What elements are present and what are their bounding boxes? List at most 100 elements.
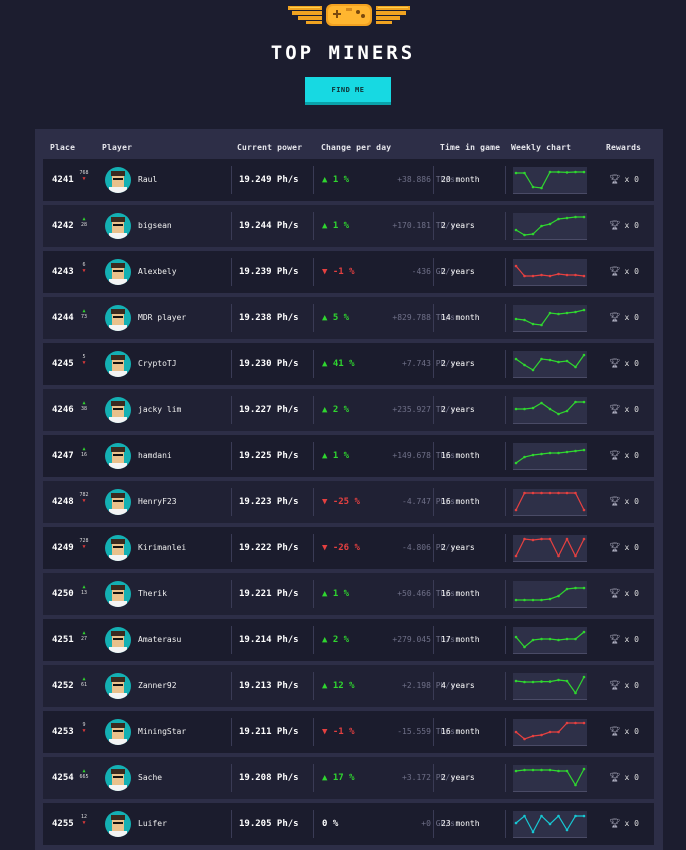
change-value: 1 % bbox=[332, 175, 350, 185]
column-header-time[interactable]: Time in game bbox=[440, 143, 501, 152]
find-me-button[interactable]: FIND ME bbox=[305, 77, 391, 105]
player-name[interactable]: jacky lim bbox=[138, 405, 182, 414]
current-power: 19.223 Ph/s bbox=[239, 497, 299, 507]
weekly-chart-point bbox=[531, 274, 535, 278]
rewards: 🏆︎ x 0 bbox=[609, 343, 639, 385]
table-row[interactable]: 4251 ▲ 27 Amaterasu 19.214 Ph/s ▲ 2 % +279.045… bbox=[43, 619, 654, 661]
weekly-chart bbox=[513, 167, 587, 194]
table-row[interactable]: 4244 ▲ 73 MDR player 19.238 Ph/s ▲ 5 % +829.78… bbox=[43, 297, 654, 339]
player-avatar[interactable] bbox=[105, 259, 131, 285]
weekly-chart-line bbox=[515, 492, 585, 511]
player-name[interactable]: Luifer bbox=[138, 819, 167, 828]
player-avatar[interactable] bbox=[105, 765, 131, 791]
table-row[interactable]: 4248 782 ▼ HenryF23 19.223 Ph/s ▼ -25 % -4.747… bbox=[43, 481, 654, 523]
weekly-chart-point bbox=[531, 453, 535, 457]
change-value: 1 % bbox=[332, 589, 350, 599]
column-header-power[interactable]: Current power bbox=[237, 143, 303, 152]
player-name[interactable]: hamdani bbox=[138, 451, 172, 460]
column-divider bbox=[231, 810, 232, 838]
weekly-chart-line bbox=[515, 354, 585, 371]
player-avatar[interactable] bbox=[105, 535, 131, 561]
place-number: 4252 bbox=[52, 681, 74, 691]
weekly-chart-svg bbox=[514, 491, 586, 512]
table-row[interactable]: 4243 6 ▼ Alexbely 19.239 Ph/s ▼ -1 % -436 Gh/s… bbox=[43, 251, 654, 293]
place-number: 4251 bbox=[52, 635, 74, 645]
change-value: -26 % bbox=[332, 543, 360, 553]
player-avatar[interactable] bbox=[105, 811, 131, 837]
player-name[interactable]: Zanner92 bbox=[138, 681, 177, 690]
player-avatar[interactable] bbox=[105, 351, 131, 377]
weekly-chart-point bbox=[514, 357, 518, 361]
player-name[interactable]: Amaterasu bbox=[138, 635, 182, 644]
rank-up-icon: ▲ bbox=[82, 584, 86, 590]
place-number: 4250 bbox=[52, 589, 74, 599]
player-name[interactable]: MiningStar bbox=[138, 727, 187, 736]
column-divider bbox=[505, 626, 506, 654]
player-avatar[interactable] bbox=[105, 305, 131, 331]
column-header-change[interactable]: Change per day bbox=[321, 143, 392, 152]
weekly-chart-point bbox=[557, 217, 560, 221]
weekly-chart-point bbox=[531, 768, 535, 772]
player-avatar[interactable] bbox=[105, 213, 131, 239]
table-row[interactable]: 4253 9 ▼ MiningStar 19.211 Ph/s ▼ -1 % -15.559… bbox=[43, 711, 654, 753]
player-avatar[interactable] bbox=[105, 581, 131, 607]
player-avatar[interactable] bbox=[105, 673, 131, 699]
weekly-chart-line bbox=[515, 216, 584, 236]
weekly-chart-point bbox=[548, 597, 552, 601]
player-name[interactable]: CryptoTJ bbox=[138, 359, 177, 368]
time-in-game: 23 month bbox=[441, 819, 480, 828]
player-avatar[interactable] bbox=[105, 627, 131, 653]
rank-delta: 61 bbox=[80, 682, 88, 688]
weekly-chart bbox=[513, 213, 587, 240]
column-divider bbox=[313, 212, 314, 240]
player-name[interactable]: Sache bbox=[138, 773, 163, 782]
player-name[interactable]: Raul bbox=[138, 175, 158, 184]
weekly-chart-point bbox=[531, 598, 535, 602]
table-row[interactable]: 4246 ▲ 38 jacky lim 19.227 Ph/s ▲ 2 % +235.927… bbox=[43, 389, 654, 431]
player-avatar[interactable] bbox=[105, 397, 131, 423]
table-row[interactable]: 4252 ▲ 61 Zanner92 19.213 Ph/s ▲ 12 % +2.198 P… bbox=[43, 665, 654, 707]
column-header-place[interactable]: Place bbox=[50, 143, 76, 152]
weekly-chart-svg bbox=[514, 353, 586, 372]
weekly-chart-line bbox=[515, 676, 585, 695]
player-name[interactable]: Therik bbox=[138, 589, 167, 598]
column-header-player[interactable]: Player bbox=[102, 143, 133, 152]
column-divider bbox=[313, 350, 314, 378]
player-name[interactable]: bigsean bbox=[138, 221, 172, 230]
weekly-chart-point bbox=[540, 491, 543, 495]
table-row[interactable]: 4254 ▲ 665 Sache 19.208 Ph/s ▲ 17 % +3.172 Ph/… bbox=[43, 757, 654, 799]
rank-change: 782 ▼ bbox=[77, 492, 91, 504]
weekly-chart-line bbox=[516, 171, 584, 189]
weekly-chart bbox=[513, 489, 587, 516]
table-row[interactable]: 4242 ▲ 28 bigsean 19.244 Ph/s ▲ 1 % +170.181 T… bbox=[43, 205, 654, 247]
table-row[interactable]: 4245 5 ▼ CryptoTJ 19.230 Ph/s ▲ 41 % +7.743 Ph… bbox=[43, 343, 654, 385]
player-avatar[interactable] bbox=[105, 489, 131, 515]
current-power: 19.225 Ph/s bbox=[239, 451, 299, 461]
table-row[interactable]: 4250 ▲ 13 Therik 19.221 Ph/s ▲ 1 % +50.466 Th/… bbox=[43, 573, 654, 615]
player-name[interactable]: HenryF23 bbox=[138, 497, 177, 506]
place-number: 4255 bbox=[52, 819, 74, 829]
rewards: 🏆︎ x 0 bbox=[609, 389, 639, 431]
player-avatar[interactable] bbox=[105, 167, 131, 193]
player-name[interactable]: MDR player bbox=[138, 313, 187, 322]
column-divider bbox=[231, 534, 232, 562]
weekly-chart-svg bbox=[514, 586, 586, 602]
table-row[interactable]: 4255 12 ▼ Luifer 19.205 Ph/s 0 % +0 Gh/s 23 mon… bbox=[43, 803, 654, 845]
column-divider bbox=[505, 718, 506, 746]
weekly-chart-point bbox=[557, 412, 560, 416]
weekly-chart-point bbox=[531, 185, 535, 189]
table-row[interactable]: 4249 728 ▼ Kirimanlei 19.222 Ph/s ▼ -26 % -4.8… bbox=[43, 527, 654, 569]
trend-down-icon: ▼ bbox=[322, 543, 333, 553]
table-row[interactable]: 4241 768 ▼ Raul 19.249 Ph/s ▲ 1 % +38.886 Th/s… bbox=[43, 159, 654, 201]
current-power: 19.239 Ph/s bbox=[239, 267, 299, 277]
player-name[interactable]: Kirimanlei bbox=[138, 543, 187, 552]
weekly-chart-point bbox=[582, 508, 586, 512]
weekly-chart-point bbox=[523, 768, 526, 772]
column-divider bbox=[231, 166, 232, 194]
table-row[interactable]: 4247 ▲ 16 hamdani 19.225 Ph/s ▲ 1 % +149.678 T… bbox=[43, 435, 654, 477]
player-avatar[interactable] bbox=[105, 443, 131, 469]
player-name[interactable]: Alexbely bbox=[138, 267, 177, 276]
player-avatar[interactable] bbox=[105, 719, 131, 745]
rank-delta: 782 bbox=[79, 492, 89, 498]
weekly-chart-point bbox=[582, 814, 586, 818]
